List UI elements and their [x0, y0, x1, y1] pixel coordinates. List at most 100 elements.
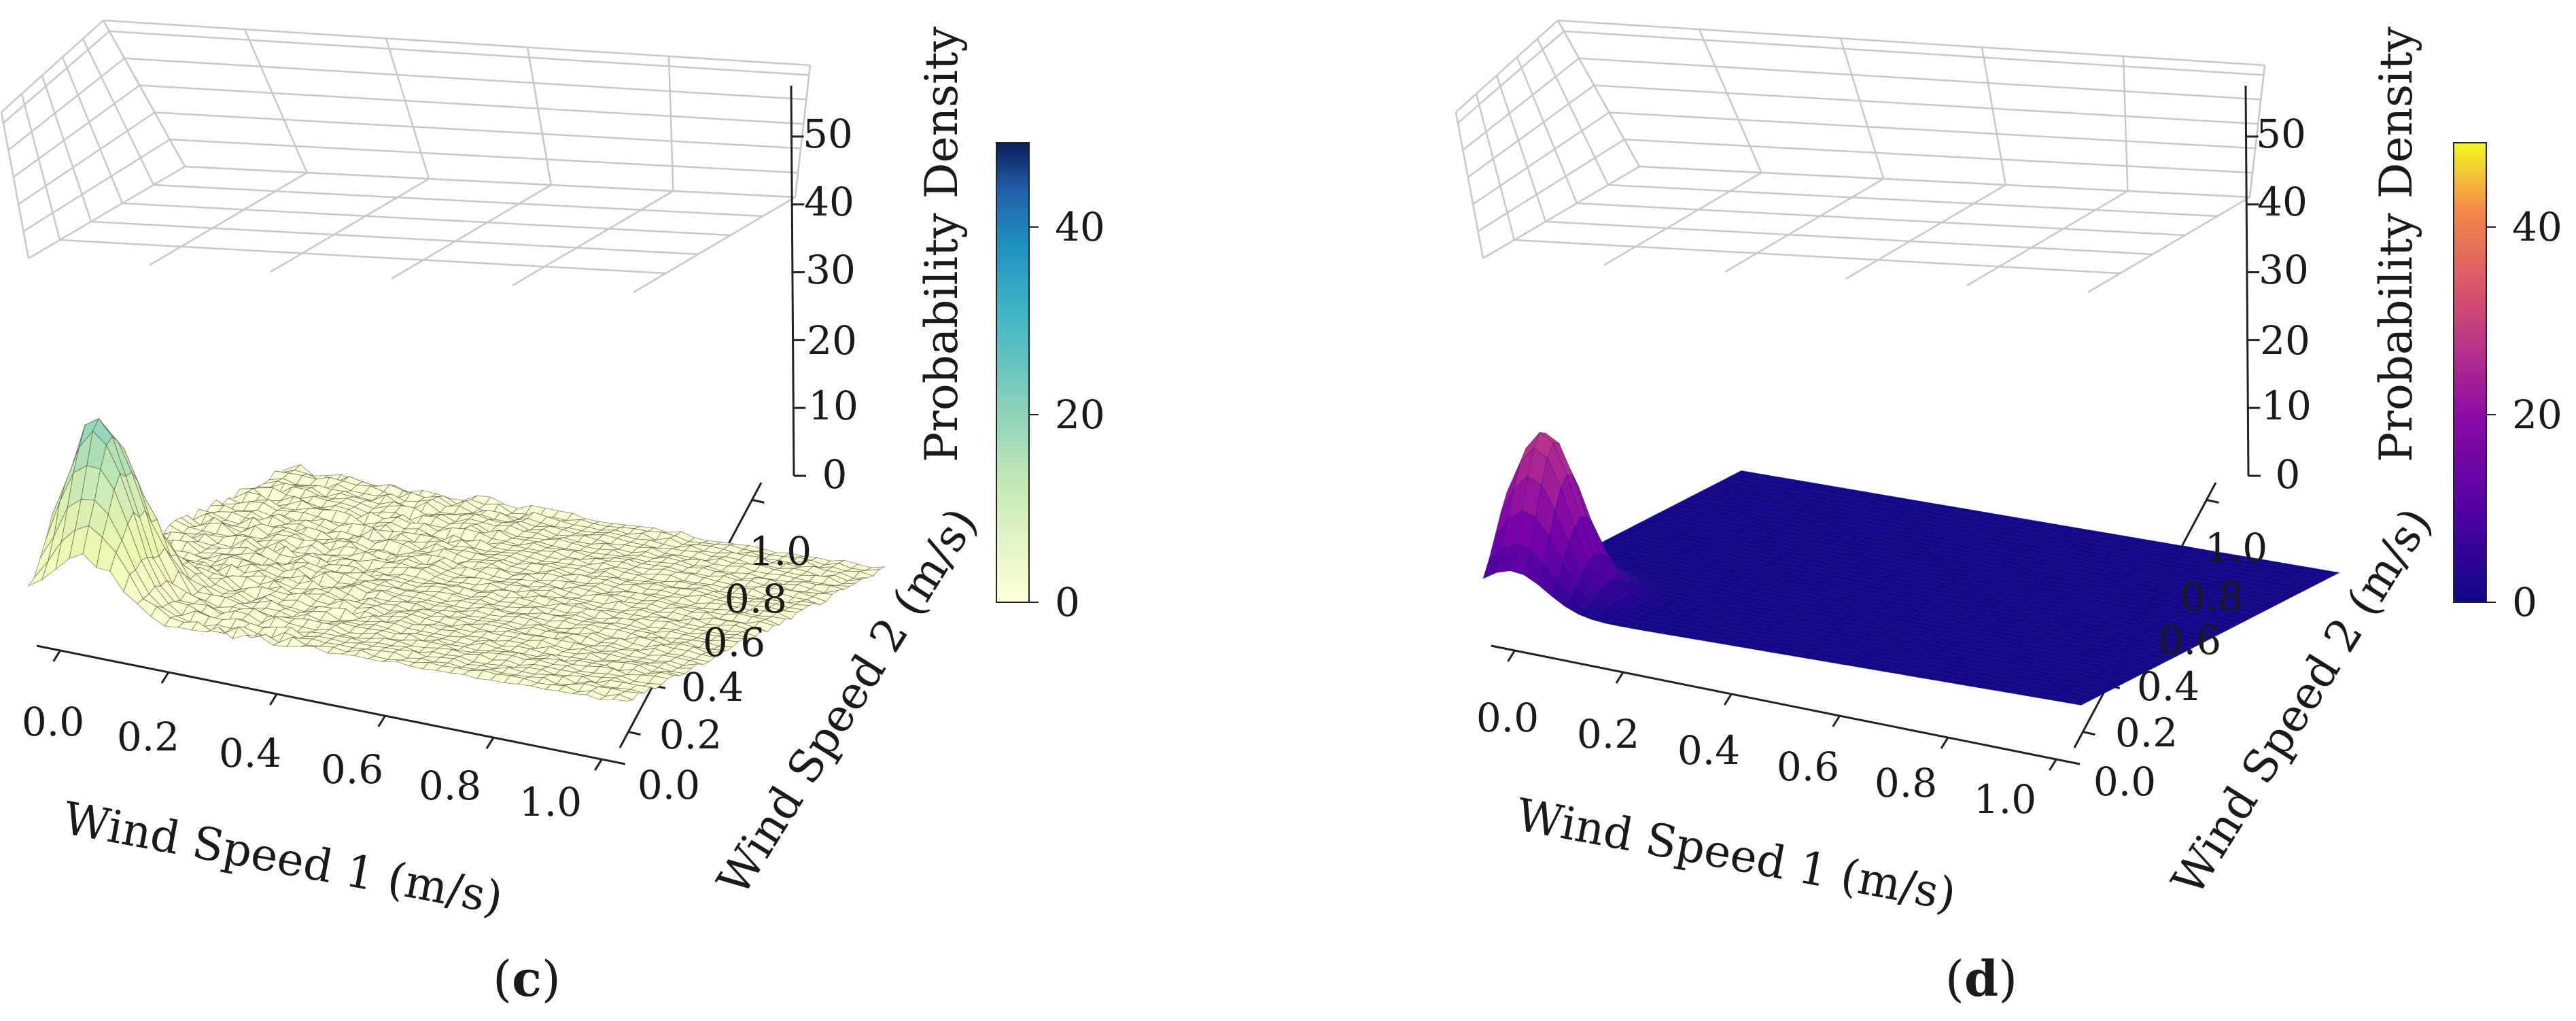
- x-axis-tick: [377, 715, 386, 727]
- grid-line: [22, 139, 171, 232]
- grid-line: [667, 56, 674, 192]
- grid-line: [28, 165, 186, 260]
- surface-cell: [2284, 588, 2305, 594]
- surface-cell: [2095, 684, 2118, 691]
- z-tick-label: 40: [804, 179, 854, 225]
- z-tick-label: 50: [2256, 111, 2306, 157]
- grid-line: [1839, 38, 1885, 179]
- grid-line: [0, 111, 30, 259]
- surface-cell: [2137, 663, 2159, 670]
- grid-line: [1455, 111, 1484, 259]
- x-tick-labels-d: 0.0 0.2 0.4 0.6 0.8 1.0: [1476, 695, 2036, 823]
- grid-line: [3, 30, 110, 124]
- grid-line: [385, 38, 430, 179]
- z-tick-label: 0: [2276, 451, 2301, 498]
- z-tick-label: 20: [2260, 317, 2310, 364]
- colorbar-gradient-d: [2453, 142, 2487, 603]
- z-tick-label: 30: [805, 247, 856, 293]
- x-axis-tick: [1615, 672, 1624, 684]
- surface-cell: [2201, 630, 2223, 636]
- grid-line: [18, 111, 156, 205]
- x-axis-tick: [269, 693, 278, 706]
- grid-line: [2248, 65, 2266, 198]
- y-axis-tick: [2083, 731, 2095, 736]
- colorbar-tick-label: 20: [2512, 392, 2562, 438]
- x-tick-labels-c: 0.0 0.2 0.4 0.6 0.8 1.0: [22, 699, 582, 825]
- x-tick-label: 0.4: [1677, 727, 1740, 774]
- x-axis-tick: [485, 737, 495, 749]
- surface-cell: [2254, 603, 2276, 609]
- grid-line: [1981, 47, 2007, 186]
- y-tick-label: 0.0: [2093, 759, 2156, 805]
- grid-line: [1545, 220, 2153, 256]
- colorbar-tick-label: 20: [1055, 392, 1105, 438]
- grid-line: [154, 111, 801, 150]
- colorbar-c: 0 20 40: [996, 142, 1105, 625]
- grid-line: [139, 84, 804, 125]
- colorbar-tick-label: 40: [2512, 204, 2562, 250]
- grid-line: [90, 220, 699, 256]
- grid-line: [1457, 30, 1565, 124]
- grid-line: [1477, 139, 1625, 232]
- surface-cell: [2225, 618, 2247, 625]
- surface-cell: [2195, 633, 2217, 640]
- x-axis-tick: [1507, 650, 1516, 662]
- grid-line: [122, 202, 731, 237]
- grid-line: [2122, 56, 2129, 192]
- surface-cell: [2160, 651, 2182, 657]
- grid-line: [1495, 75, 1547, 222]
- x-tick-label: 0.0: [1476, 695, 1539, 741]
- grid-line: [1576, 202, 2185, 237]
- x-tick-label: 1.0: [1974, 776, 2036, 823]
- grid-line: [1579, 57, 2261, 101]
- grid-line: [391, 184, 552, 280]
- surface-cell: [2155, 654, 2176, 661]
- axes-grid-d: [1455, 19, 2266, 771]
- y-tick-label: 1.0: [2205, 525, 2267, 571]
- grid-line: [1607, 184, 2218, 218]
- y-tick-label: 0.8: [2180, 574, 2243, 620]
- grid-line: [1624, 138, 2253, 174]
- grid-line: [270, 177, 430, 273]
- colorbar-tick-label: 40: [1055, 204, 1105, 250]
- x-tick-label: 0.2: [117, 714, 179, 760]
- panel-label-d: (d): [1945, 950, 2018, 1007]
- x-axis-tick: [1940, 737, 1949, 749]
- surface-cell: [2125, 669, 2147, 676]
- y-tick-label: 1.0: [749, 528, 812, 574]
- x-tick-label: 0.8: [419, 763, 481, 809]
- y-tick-label: 0.4: [2137, 663, 2199, 710]
- z-tick-label: 50: [803, 111, 853, 157]
- grid-line: [794, 65, 812, 198]
- y-axis-tick: [628, 731, 641, 736]
- grid-line: [13, 84, 141, 178]
- grid-line: [82, 38, 155, 186]
- grid-line: [1966, 190, 2129, 287]
- surface-cell: [2307, 576, 2329, 583]
- z-axis-label-c: Probability Density: [916, 26, 968, 462]
- grid-line: [61, 56, 124, 204]
- x-axis-line: [1491, 644, 2081, 765]
- grid-line: [109, 30, 810, 76]
- grid-line: [149, 171, 308, 266]
- surface-cell: [612, 693, 634, 702]
- grid-line: [1536, 38, 1609, 186]
- surface-cell: [2272, 593, 2294, 600]
- grid-line: [1467, 84, 1595, 178]
- surface-cell: [2295, 582, 2317, 588]
- grid-line: [124, 57, 807, 101]
- grid-line: [2087, 196, 2250, 294]
- y-tick-label: 0.6: [703, 619, 765, 665]
- grid-line: [243, 29, 308, 173]
- grid-line: [526, 47, 553, 186]
- grid-line: [1475, 93, 1516, 241]
- grid-line: [1845, 184, 2006, 280]
- x-axis-tick: [594, 759, 603, 771]
- x-tick-label: 0.8: [1875, 760, 1937, 806]
- x-axis-tick: [160, 672, 170, 684]
- surface-cell: [2313, 572, 2335, 579]
- grid-line: [184, 165, 796, 198]
- grid-line: [1516, 56, 1578, 204]
- surface-cell: [2184, 639, 2206, 646]
